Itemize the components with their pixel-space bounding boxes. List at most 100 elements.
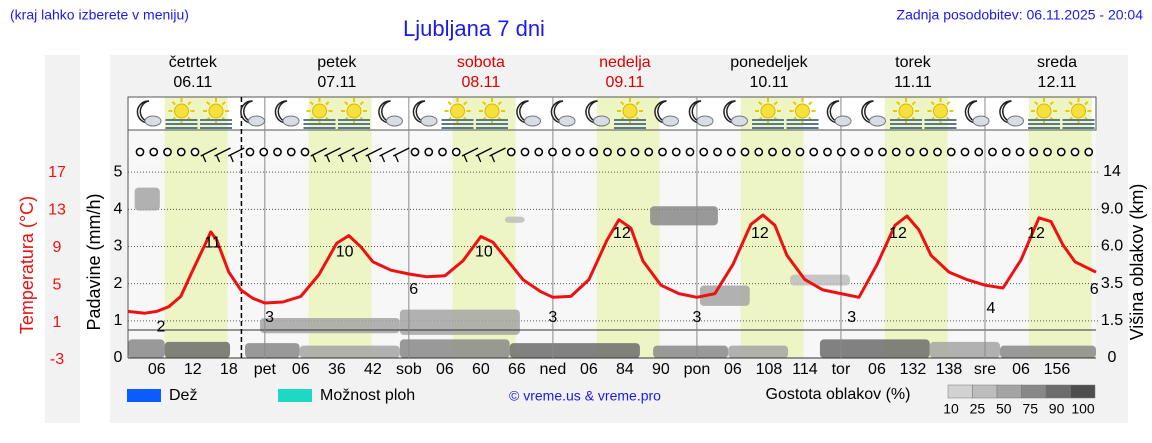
day-name: nedelja xyxy=(599,54,651,71)
wind-calm xyxy=(1029,147,1039,157)
sun xyxy=(795,103,810,119)
temp-tick-label: 9 xyxy=(53,239,62,256)
wind-calm xyxy=(451,147,461,157)
wind-calm xyxy=(713,147,722,157)
legend-label: Možnost ploh xyxy=(320,387,415,404)
sun-ray xyxy=(808,101,813,106)
wind-calm xyxy=(273,147,282,157)
cloud xyxy=(144,115,162,127)
last-update: Zadnja posodobitev: 06.11.2025 - 20:04 xyxy=(897,7,1144,23)
left-strip xyxy=(45,55,80,423)
temp-annotation: 12 xyxy=(1027,225,1045,242)
wind-calm xyxy=(438,147,447,157)
wind-calm xyxy=(520,147,530,157)
cloud-patch xyxy=(819,339,930,358)
wind-calm xyxy=(878,147,887,157)
density-label: 50 xyxy=(996,401,1012,417)
temp-annotation: 4 xyxy=(987,300,996,317)
precip-tick-label: 0 xyxy=(114,349,123,366)
wind-calm xyxy=(616,147,626,157)
wind-calm xyxy=(658,147,667,157)
sun-ray xyxy=(463,101,468,106)
wind-calm xyxy=(809,147,819,157)
weather-icon xyxy=(1062,98,1095,129)
cloud-patch xyxy=(504,216,525,223)
temp-annotation: 10 xyxy=(336,244,354,261)
weather-icon xyxy=(412,100,438,127)
temp-annotation: 6 xyxy=(409,281,418,298)
weather-icon xyxy=(861,100,886,127)
cloud-patch xyxy=(653,345,729,358)
x-tick-label: sob xyxy=(396,361,422,378)
day-date: 08.11 xyxy=(461,74,500,91)
sun-ray xyxy=(620,101,625,106)
wind-calm xyxy=(836,147,846,157)
sun xyxy=(484,103,500,119)
temp-tick-label: 5 xyxy=(53,276,62,293)
weather-icon xyxy=(1028,98,1060,129)
cloud-height-tick-label: 0 xyxy=(1108,349,1117,366)
cloud xyxy=(248,115,265,127)
temp-annotation: 12 xyxy=(889,225,907,242)
cloud xyxy=(696,115,714,127)
weather-icon xyxy=(136,100,162,127)
wind-calm xyxy=(1070,147,1080,157)
density-swatch xyxy=(1045,384,1071,399)
wind-barb xyxy=(489,147,506,157)
sun-ray xyxy=(221,101,226,106)
wind-calm xyxy=(1001,147,1011,157)
x-tick-label: tor xyxy=(832,361,851,378)
weather-icon xyxy=(999,100,1024,127)
weather-icon xyxy=(786,98,819,129)
precip-axis-label: Padavine (mm/h) xyxy=(84,193,104,330)
sun-ray xyxy=(206,101,211,106)
wind-barb xyxy=(365,147,383,157)
wind-calm xyxy=(671,147,681,157)
wind-calm xyxy=(685,147,695,157)
weather-icon xyxy=(964,100,990,127)
x-tick-label: 06 xyxy=(436,361,454,378)
cloud xyxy=(420,115,438,127)
sun xyxy=(933,103,948,119)
wind-calm xyxy=(561,147,571,157)
sun-ray xyxy=(773,101,778,106)
x-tick-label: pet xyxy=(254,361,277,378)
wind-calm xyxy=(1084,147,1094,157)
sun-ray xyxy=(1049,101,1054,106)
density-swatch xyxy=(996,384,1022,399)
cloud-patch xyxy=(699,285,750,306)
wind-calm xyxy=(823,147,832,157)
sun xyxy=(174,103,189,119)
temp-annotation: 12 xyxy=(613,225,631,242)
wind-barb xyxy=(200,147,218,157)
density-label: 75 xyxy=(1022,401,1038,417)
sun-ray xyxy=(482,101,487,106)
sun-ray xyxy=(344,101,349,106)
weather-icon xyxy=(688,100,714,127)
density-swatch xyxy=(947,384,973,399)
wind-calm xyxy=(603,147,612,157)
density-swatch xyxy=(972,384,998,399)
density-legend-title: Gostota oblakov (%) xyxy=(766,386,911,403)
wind-calm xyxy=(534,147,544,157)
day-date: 06.11 xyxy=(173,74,212,91)
temp-annotation: 3 xyxy=(265,309,274,326)
sun xyxy=(1071,103,1086,119)
cloud-height-tick-label: 6.0 xyxy=(1101,238,1123,255)
x-tick-label: 06 xyxy=(868,361,886,378)
sun-ray xyxy=(359,101,364,106)
cloud-patch xyxy=(128,339,165,358)
sun xyxy=(312,103,327,119)
cloud xyxy=(593,115,610,127)
day-name: sobota xyxy=(457,54,505,71)
precip-tick-label: 3 xyxy=(114,238,123,255)
x-tick-label: 66 xyxy=(508,361,526,378)
credit: © vreme.us & vreme.pro xyxy=(509,388,661,404)
x-tick-label: 36 xyxy=(328,361,346,378)
sun-ray xyxy=(171,101,176,106)
temp-annotation: 6 xyxy=(1090,281,1099,298)
precip-tick-label: 5 xyxy=(114,163,123,180)
wind-calm xyxy=(176,147,186,157)
